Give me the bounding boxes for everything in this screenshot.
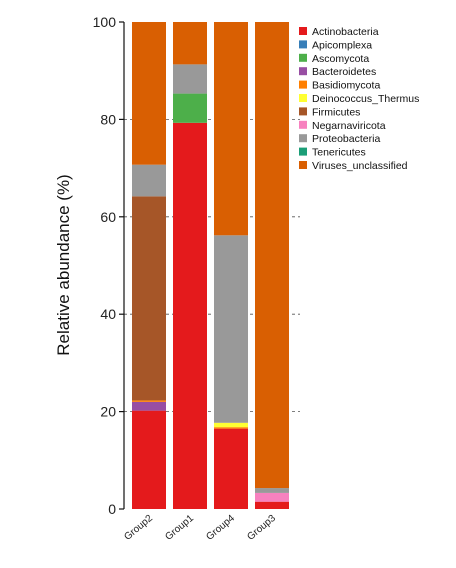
x-tick-labels: Group2 Group1 Group4 Group3	[122, 513, 278, 543]
bar-segment	[132, 410, 166, 509]
legend-swatch	[299, 80, 307, 89]
x-tick-label: Group1	[163, 513, 196, 543]
bar-segment	[255, 22, 289, 489]
bar-segment	[173, 22, 207, 65]
legend-swatch	[299, 107, 307, 116]
bar-segment	[132, 400, 166, 402]
bar-segment	[214, 422, 248, 428]
bar-segment	[255, 501, 289, 509]
legend-label: Tenericutes	[312, 147, 366, 159]
bar-segment	[255, 492, 289, 502]
legend-label: Proteobacteria	[312, 133, 380, 145]
bar-segment	[255, 488, 289, 493]
y-tick-label: 0	[108, 501, 116, 517]
legend-label: Firmicutes	[312, 106, 360, 118]
y-ticks: 0 20 40 60 80 100	[93, 14, 124, 517]
legend-label: Negarnaviricota	[312, 120, 386, 132]
bar-segment	[132, 401, 166, 411]
y-tick-label: 80	[100, 111, 116, 127]
bar-segment	[214, 428, 248, 509]
legend-label: Bacteroidetes	[312, 66, 376, 78]
legend-label: Deinococcus_Thermus	[312, 93, 419, 105]
bar-segment	[173, 93, 207, 123]
legend-swatch	[299, 120, 307, 129]
bar-segment	[132, 22, 166, 165]
y-tick-label: 40	[100, 306, 116, 322]
legend-label: Basidiomycota	[312, 80, 380, 92]
legend-label: Apicomplexa	[312, 39, 372, 51]
bar-segment	[132, 196, 166, 401]
legend-swatch	[299, 134, 307, 143]
x-tick-label: Group4	[204, 513, 237, 543]
legend-swatch	[299, 40, 307, 49]
bars	[132, 22, 289, 510]
legend-label: Viruses_unclassified	[312, 160, 408, 172]
y-tick-label: 60	[100, 209, 116, 225]
bar-segment	[214, 427, 248, 429]
y-tick-label: 20	[100, 404, 116, 420]
y-axis-label: Relative abundance (%)	[54, 174, 73, 355]
legend-label: Ascomycota	[312, 53, 369, 65]
x-tick-label: Group2	[122, 513, 155, 543]
bar-segment	[214, 22, 248, 236]
legend-swatch	[299, 94, 307, 102]
y-tick-label: 100	[93, 14, 117, 30]
x-tick-label: Group3	[245, 513, 278, 543]
legend-swatch	[299, 53, 307, 62]
legend-swatch	[299, 67, 307, 76]
bar-segment	[173, 64, 207, 94]
legend-swatch	[299, 161, 307, 169]
bar-segment	[132, 164, 166, 197]
bar-segment	[173, 122, 207, 510]
bar-segment	[214, 235, 248, 423]
legend-label: Actinobacteria	[312, 26, 379, 38]
legend-swatch	[299, 147, 307, 156]
legend-swatch	[299, 27, 307, 35]
